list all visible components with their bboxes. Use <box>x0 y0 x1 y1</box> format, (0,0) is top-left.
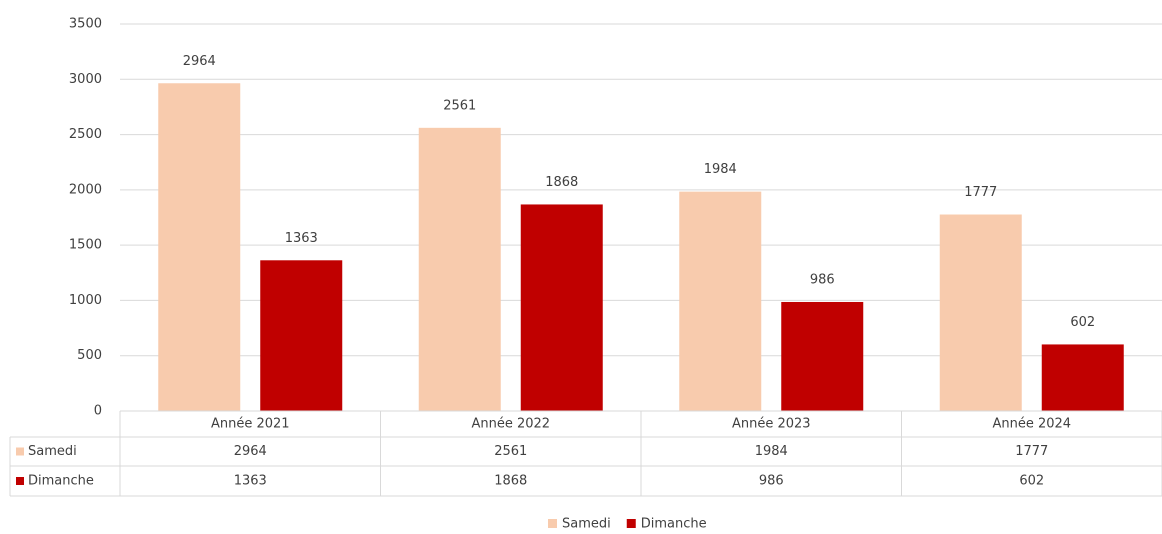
table-cell: 2561 <box>494 444 527 459</box>
data-label: 1363 <box>285 231 318 246</box>
bar <box>158 83 241 411</box>
bar <box>1041 344 1124 411</box>
legend-key <box>548 519 557 528</box>
data-label: 986 <box>810 272 835 287</box>
table-cell: 1777 <box>1015 444 1048 459</box>
table-row-label: Samedi <box>28 444 77 459</box>
y-tick-label: 0 <box>94 404 102 419</box>
y-tick-label: 3500 <box>69 17 102 32</box>
x-tick-label: Année 2024 <box>992 417 1071 432</box>
table-cell: 986 <box>759 474 784 489</box>
y-tick-label: 3000 <box>69 72 102 87</box>
data-label: 2561 <box>443 98 476 113</box>
table-cell: 1868 <box>494 474 527 489</box>
data-label: 1984 <box>704 162 737 177</box>
x-tick-label: Année 2022 <box>471 417 550 432</box>
x-tick-label: Année 2021 <box>211 417 290 432</box>
bar <box>939 214 1022 411</box>
data-label: 2964 <box>183 54 216 69</box>
bar <box>418 127 501 411</box>
x-tick-label: Année 2023 <box>732 417 811 432</box>
y-tick-label: 1500 <box>69 238 102 253</box>
bar <box>781 301 864 411</box>
table-legend-key <box>16 477 24 485</box>
bar <box>260 260 343 411</box>
data-label: 1868 <box>545 175 578 190</box>
table-cell: 602 <box>1019 474 1044 489</box>
legend-label: Dimanche <box>641 517 707 532</box>
y-tick-label: 2500 <box>69 127 102 142</box>
table-row-label: Dimanche <box>28 474 94 489</box>
data-label: 1777 <box>964 185 997 200</box>
y-tick-label: 2000 <box>69 182 102 197</box>
y-tick-label: 500 <box>77 348 102 363</box>
table-cell: 1984 <box>755 444 788 459</box>
table-cell: 1363 <box>234 474 267 489</box>
legend-key <box>626 519 636 528</box>
table-cell: 2964 <box>234 444 267 459</box>
legend-label: Samedi <box>562 517 611 532</box>
data-label: 602 <box>1070 315 1095 330</box>
bar <box>679 191 762 411</box>
bar <box>520 204 603 411</box>
y-tick-label: 1000 <box>69 293 102 308</box>
table-legend-key <box>16 447 24 456</box>
